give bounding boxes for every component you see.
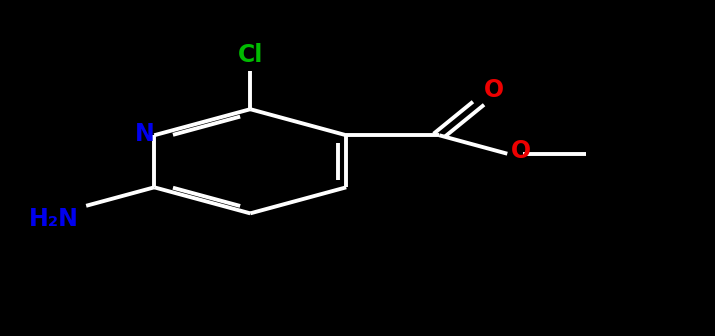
Text: O: O <box>484 78 504 101</box>
Text: H₂N: H₂N <box>29 207 79 232</box>
Text: Cl: Cl <box>237 43 263 67</box>
Text: N: N <box>135 122 155 145</box>
Text: O: O <box>511 139 531 163</box>
